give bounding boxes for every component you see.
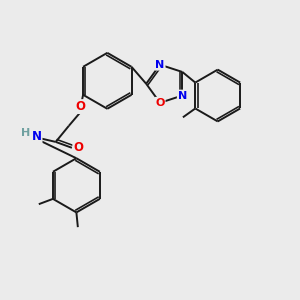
Text: O: O bbox=[76, 100, 86, 113]
Text: O: O bbox=[74, 141, 83, 154]
Text: N: N bbox=[178, 91, 187, 100]
Text: N: N bbox=[32, 130, 42, 143]
Text: H: H bbox=[21, 128, 30, 138]
Text: N: N bbox=[155, 60, 165, 70]
Text: O: O bbox=[155, 98, 165, 108]
